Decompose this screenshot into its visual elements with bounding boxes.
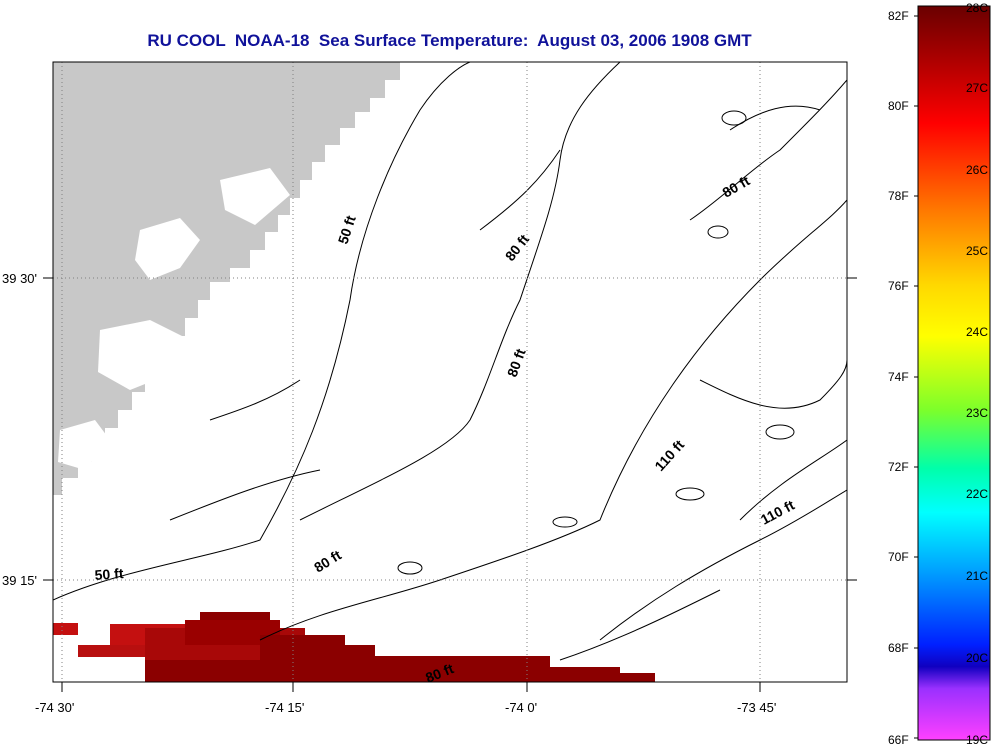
colorbar-f-label: 76F	[888, 279, 909, 293]
colorbar-f-label: 80F	[888, 99, 909, 113]
colorbar-f-label: 74F	[888, 370, 909, 384]
colorbar-c-label: 23C	[966, 406, 988, 420]
contour-label: 50 ft	[94, 565, 124, 583]
colorbar-c-label: 25C	[966, 244, 988, 258]
land-new-jersey	[53, 62, 400, 495]
bathymetry-contours	[53, 62, 847, 661]
colorbar-labels-f: 82F 80F 78F 76F 74F 72F 70F 68F 66F	[888, 9, 909, 747]
colorbar-f-label: 70F	[888, 550, 909, 564]
lon-tick-label: -74 15'	[265, 700, 304, 715]
colorbar-f-label: 68F	[888, 641, 909, 655]
lon-tick-label: -74 0'	[505, 700, 537, 715]
colorbar-f-label: 78F	[888, 189, 909, 203]
colorbar-f-label: 66F	[888, 733, 909, 747]
lat-tick-label: 39 30'	[2, 271, 37, 286]
grid-lines	[53, 62, 847, 682]
tick-marks	[43, 277, 857, 692]
colorbar	[917, 5, 991, 741]
colorbar-f-label: 82F	[888, 9, 909, 23]
colorbar-c-label: 21C	[966, 569, 988, 583]
colorbar-c-label: 20C	[966, 651, 988, 665]
colorbar-c-label: 19C	[966, 733, 988, 747]
colorbar-c-label: 26C	[966, 163, 988, 177]
colorbar-c-label: 28C	[966, 1, 988, 15]
sst-pixels	[53, 612, 655, 682]
colorbar-f-label: 72F	[888, 460, 909, 474]
lat-tick-label: 39 15'	[2, 573, 37, 588]
colorbar-labels-c: 28C 27C 26C 25C 24C 23C 22C 21C 20C 19C	[966, 1, 988, 747]
colorbar-c-label: 27C	[966, 81, 988, 95]
colorbar-c-label: 22C	[966, 487, 988, 501]
colorbar-ticks	[914, 15, 918, 739]
map-title: RU COOL NOAA-18 Sea Surface Temperature:…	[147, 31, 752, 50]
lon-tick-label: -74 30'	[35, 700, 74, 715]
colorbar-c-label: 24C	[966, 325, 988, 339]
lon-tick-label: -73 45'	[737, 700, 776, 715]
map-frame	[52, 61, 848, 683]
